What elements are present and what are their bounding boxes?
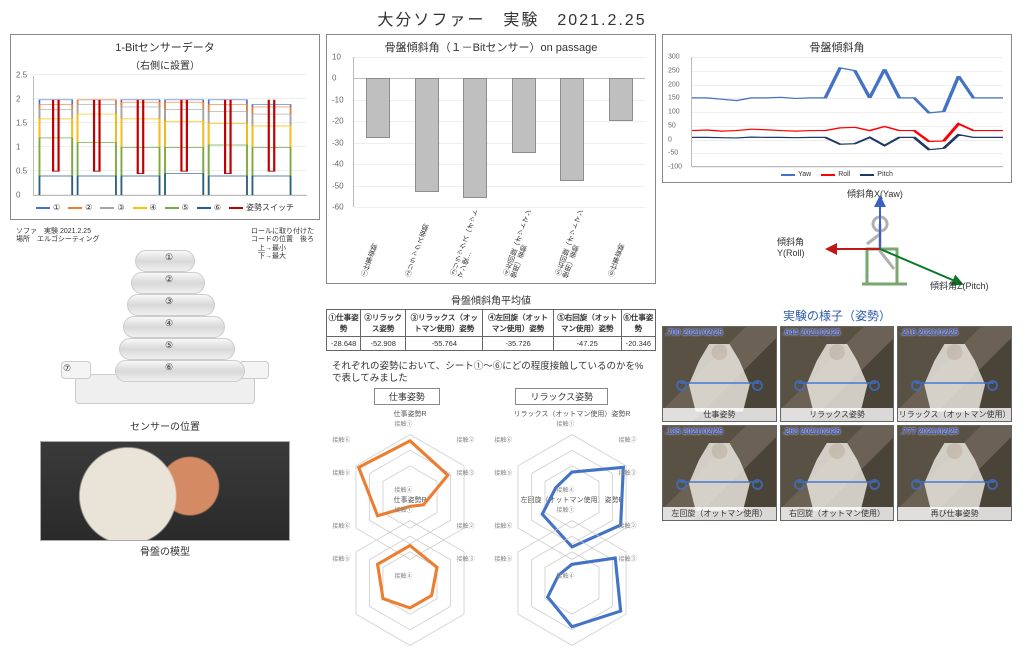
sensor-chart: 00.511.522.5 — [33, 76, 307, 196]
sensor-legend: ①②③④⑤⑥ 姿勢スイッチ — [15, 200, 315, 215]
avg-table-block: 骨盤傾斜角平均値 ①仕事姿勢②リラックス姿勢③リラックス（オットマン使用）姿勢④… — [326, 290, 656, 351]
photos-block: 実験の様子（姿勢） .700 2021/02/25仕事姿勢.644 2021/0… — [662, 305, 1012, 521]
line-chart: -100-50050100150200250300 — [691, 57, 1003, 167]
bar-title: 骨盤傾斜角（１－Bitセンサー）on passage — [331, 39, 651, 55]
sofa-diagram: ソファ 実験 2021.2.25 場所 エルゴシーティング ロールに取り付けた … — [10, 226, 320, 435]
sensor-subtitle: （右側に設置） — [15, 57, 315, 72]
posture-photo: .777 2021/02/25再び仕事姿勢 — [897, 425, 1012, 521]
radar-head-relax: リラックス姿勢 — [515, 388, 608, 405]
legend-item: ⑤ — [165, 202, 189, 213]
pelvis-caption: 骨盤の模型 — [10, 541, 320, 560]
sofa-caption-tl: ソファ 実験 2021.2.25 場所 エルゴシーティング — [16, 228, 99, 245]
page-title: 大分ソファー 実験 2021.2.25 — [0, 0, 1024, 34]
legend-item: ③ — [100, 202, 124, 213]
sofa-caption: センサーの位置 — [10, 416, 320, 435]
line-panel: 骨盤傾斜角 -100-50050100150200250300 YawRollP… — [662, 34, 1012, 183]
legend-item: 姿勢スイッチ — [229, 202, 294, 213]
posture-photo: .263 2021/02/25右回旋（オットマン使用） — [780, 425, 895, 521]
posture-photo: .644 2021/02/25リラックス姿勢 — [780, 326, 895, 422]
axis-diagram: 傾斜角X(Yaw)傾斜角 Y(Roll)傾斜角Z(Pitch) — [662, 189, 1012, 299]
legend-item: ④ — [133, 202, 157, 213]
radar-block: それぞれの姿勢において、シート①～⑥にどの程度接触しているのかを%で表してみまし… — [326, 357, 656, 581]
posture-photo: .135 2021/02/25左回旋（オットマン使用） — [662, 425, 777, 521]
avg-title: 骨盤傾斜角平均値 — [326, 290, 656, 309]
legend-item: ① — [36, 202, 60, 213]
line-title: 骨盤傾斜角 — [667, 39, 1007, 55]
radar-grid: 仕事姿勢R接触①接触②接触③接触④接触⑤接触⑥リラックス（オットマン使用）姿勢R… — [326, 409, 656, 581]
sensor-panel: 1-Bitセンサーデータ （右側に設置） 00.511.522.5 ①②③④⑤⑥… — [10, 34, 320, 220]
line-legend: YawRollPitch — [667, 169, 1007, 178]
pelvis-model: 骨盤の模型 — [10, 441, 320, 560]
avg-table: ①仕事姿勢②リラックス姿勢③リラックス（オットマン使用）姿勢④左回旋（オットマン… — [326, 309, 656, 351]
legend-item: ⑥ — [197, 202, 221, 213]
bar-xlabels: ①仕事姿勢②リラックス姿勢③リラックス（オットマン使…④左回旋（オットマン使用）… — [353, 209, 645, 279]
posture-photo: .700 2021/02/25仕事姿勢 — [662, 326, 777, 422]
photo-grid: .700 2021/02/25仕事姿勢.644 2021/02/25リラックス姿… — [662, 326, 1012, 521]
bar-panel: 骨盤傾斜角（１－Bitセンサー）on passage -60-50-40-30-… — [326, 34, 656, 284]
photos-title: 実験の様子（姿勢） — [662, 305, 1012, 326]
posture-photo: .216 2021/02/25リラックス（オットマン使用） — [897, 326, 1012, 422]
radar-head-work: 仕事姿勢 — [374, 388, 440, 405]
legend-item: ② — [68, 202, 92, 213]
sensor-title: 1-Bitセンサーデータ — [15, 39, 315, 55]
bar-chart: -60-50-40-30-20-10010 — [353, 57, 645, 207]
pelvis-image — [40, 441, 290, 541]
radar-note: それぞれの姿勢において、シート①～⑥にどの程度接触しているのかを%で表してみまし… — [326, 357, 656, 388]
